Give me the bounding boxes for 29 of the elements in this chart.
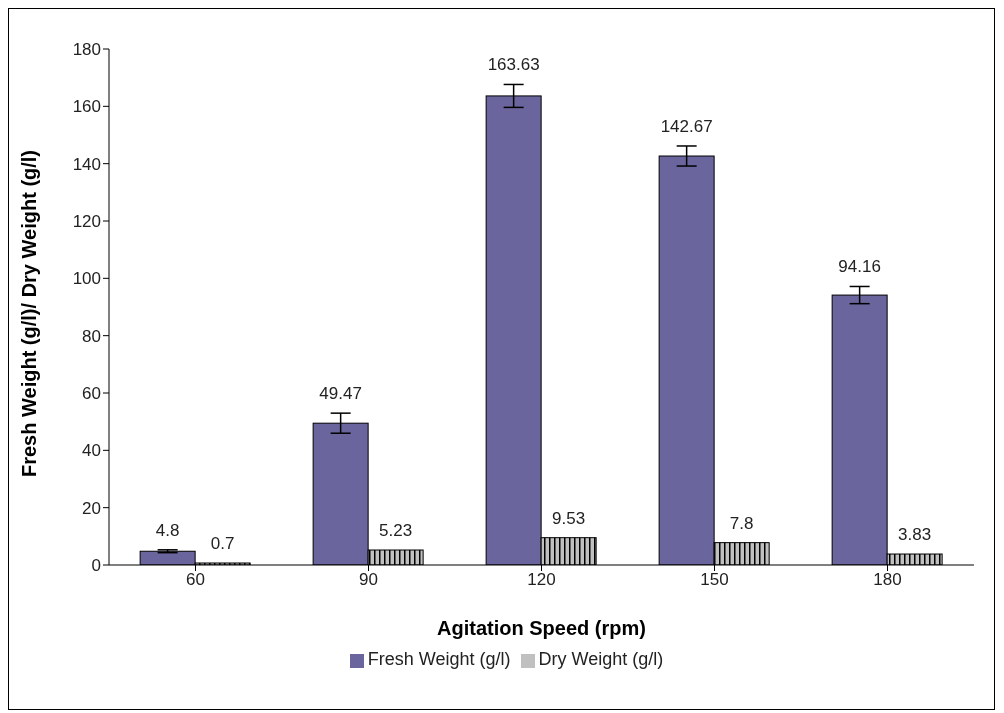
- data-label: 142.67: [660, 116, 713, 136]
- y-tick-label: 180: [72, 40, 101, 60]
- data-label: 5.23: [379, 521, 413, 541]
- data-label: 9.53: [552, 508, 586, 528]
- x-tick-label: 150: [700, 570, 729, 590]
- x-axis-title: Agitation Speed (rpm): [437, 617, 646, 639]
- data-label: 3.83: [898, 525, 932, 545]
- data-label: 94.16: [838, 257, 881, 277]
- data-label: 163.63: [487, 55, 540, 75]
- data-label: 4.8: [155, 520, 180, 540]
- y-tick-label: 80: [82, 326, 101, 346]
- data-label: 0.7: [210, 533, 235, 553]
- legend-label: Dry Weight (g/l): [538, 649, 664, 669]
- x-tick-label: 120: [527, 570, 556, 590]
- y-tick-label: 20: [82, 498, 101, 518]
- y-tick-label: 100: [72, 269, 101, 289]
- data-label: 7.8: [729, 513, 754, 533]
- y-tick-label: 0: [91, 556, 101, 576]
- x-tick-label: 180: [873, 570, 902, 590]
- legend-label: Fresh Weight (g/l): [367, 649, 511, 669]
- y-tick-label: 60: [82, 384, 101, 404]
- y-tick-label: 140: [72, 154, 101, 174]
- y-axis-title: Fresh Weight (g/l)/ Dry Weight (g/l): [18, 149, 41, 477]
- y-tick-label: 120: [72, 212, 101, 232]
- x-tick-label: 90: [359, 570, 378, 590]
- x-tick-label: 60: [186, 570, 205, 590]
- data-label: 49.47: [319, 383, 362, 403]
- y-tick-label: 40: [82, 441, 101, 461]
- y-tick-label: 160: [72, 97, 101, 117]
